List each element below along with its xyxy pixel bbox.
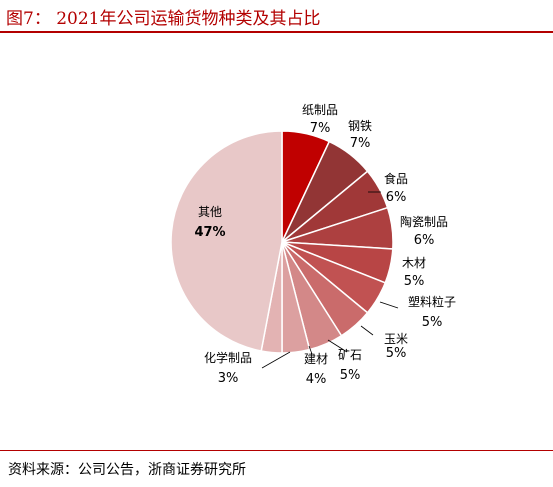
slice-category-label: 陶瓷制品 [400,214,448,229]
leader-line [379,301,399,309]
leader-line [308,345,313,355]
slice-percent-label: 6% [414,233,435,248]
slice-percent-label: 5% [386,346,407,361]
slice-category-label: 食品 [384,171,408,186]
slice-category-label: 其他 [198,205,222,219]
leader-lines [261,191,399,369]
slice-category-label: 矿石 [338,348,362,362]
slice-category-label: 塑料粒子 [408,294,456,309]
source-note: 资料来源：公司公告，浙商证券研究所 [8,462,246,478]
slice-category-label: 木材 [402,256,426,270]
pie-slices [170,130,394,354]
slice-percent-label: 7% [350,136,371,151]
slice-percent-label: 47% [194,225,225,240]
slice-percent-label: 7% [310,121,331,136]
slice-percent-label: 6% [386,190,407,205]
slice-category-label: 纸制品 [302,103,338,117]
slice-category-label: 钢铁 [348,119,372,133]
slice-category-label: 玉米 [384,332,408,346]
slice-percent-label: 3% [218,371,239,386]
leader-line [327,339,348,353]
leader-line [261,351,291,369]
slice-percent-label: 5% [422,315,443,330]
slice-percent-label: 5% [404,274,425,289]
slice-category-label: 化学制品 [204,350,252,365]
footer-divider [0,450,553,451]
pie-slice [170,130,283,352]
slice-percent-label: 5% [340,368,361,383]
figure-title: 图7： 2021年公司运输货物种类及其占比 [6,9,321,29]
slice-category-label: 建材 [304,352,328,366]
leader-line [360,325,374,336]
slice-percent-label: 4% [306,372,327,387]
title-divider [0,31,553,33]
